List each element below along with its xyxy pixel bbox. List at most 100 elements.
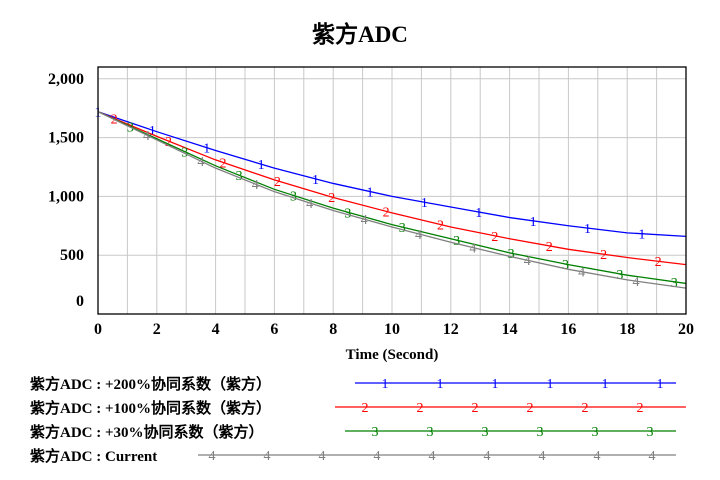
series-1-marker: 1 — [584, 222, 591, 237]
x-tick-label: 20 — [678, 321, 694, 338]
legend-marker-1: 1 — [437, 377, 444, 392]
series-2-marker: 2 — [600, 248, 607, 263]
series-1-marker: 1 — [475, 206, 482, 221]
chart-title: 紫方ADC — [312, 21, 408, 47]
series-4-marker: 4 — [143, 129, 150, 144]
y-tick-label: 2,000 — [48, 71, 84, 88]
series-3-marker: 3 — [399, 221, 406, 236]
series-3-marker: 3 — [562, 258, 569, 273]
series-2-marker: 2 — [491, 230, 498, 245]
series-2-marker: 2 — [219, 156, 226, 171]
series-1-marker: 1 — [149, 124, 156, 139]
legend-marker-4: 4 — [484, 449, 491, 464]
legend: 紫方ADC : +200%协同系数（紫方） 1 1 1 1 1 1 紫方ADC : +100%… — [30, 375, 686, 465]
series-2-marker: 2 — [655, 255, 662, 270]
legend-label-1: 紫方ADC : +200%协同系数（紫方） — [30, 375, 271, 393]
legend-marker-2: 2 — [582, 401, 589, 416]
legend-marker-1: 1 — [382, 377, 389, 392]
legend-marker-4: 4 — [594, 449, 601, 464]
series-2-marker: 2 — [383, 205, 390, 220]
legend-marker-3: 3 — [592, 425, 599, 440]
series-4-marker: 4 — [633, 275, 640, 290]
series-2-marker: 2 — [165, 135, 172, 150]
series-4-marker: 4 — [197, 155, 204, 170]
legend-marker-4: 4 — [539, 449, 546, 464]
legend-marker-3: 3 — [427, 425, 434, 440]
y-tick-label: 1,500 — [48, 130, 84, 147]
y-tick-label: 1,000 — [48, 188, 84, 205]
legend-marker-4: 4 — [209, 449, 216, 464]
series-2-marker: 2 — [546, 240, 553, 255]
y-tick-label: 0 — [76, 293, 84, 310]
series-4-marker: 4 — [469, 242, 476, 257]
legend-marker-1: 1 — [492, 377, 499, 392]
legend-label-4: 紫方ADC : Current — [30, 447, 157, 465]
x-tick-label: 10 — [384, 321, 400, 338]
x-tick-label: 16 — [560, 321, 576, 338]
x-tick-label: 4 — [212, 321, 220, 338]
legend-marker-2: 2 — [472, 401, 479, 416]
series-3-marker: 3 — [508, 247, 515, 262]
legend-marker-2: 2 — [417, 401, 424, 416]
legend-marker-3: 3 — [482, 425, 489, 440]
series-4-marker: 4 — [361, 213, 368, 228]
legend-marker-4: 4 — [264, 449, 271, 464]
legend-marker-2: 2 — [527, 401, 534, 416]
plot-frame — [97, 66, 687, 315]
series-2-marker: 2 — [328, 191, 335, 206]
y-tick-label: 500 — [60, 247, 84, 264]
series-3-marker: 3 — [671, 276, 678, 291]
legend-marker-1: 1 — [547, 377, 554, 392]
series-1-marker: 1 — [530, 215, 537, 230]
x-axis-ticks: 0 2 4 6 8 10 12 14 16 18 20 — [94, 321, 694, 338]
series-1-marker: 1 — [366, 186, 373, 201]
y-axis-ticks: 0 500 1,000 1,500 2,000 — [48, 71, 84, 310]
series-4-marker: 4 — [306, 197, 313, 212]
series-line-1 — [97, 111, 687, 238]
series-1-marker: 1 — [258, 158, 265, 173]
legend-marker-4: 4 — [374, 449, 381, 464]
series-1-marker: 1 — [421, 196, 428, 211]
series-3-marker: 3 — [453, 234, 460, 249]
series-line-4 — [97, 111, 687, 289]
series-2-marker: 2 — [274, 175, 281, 190]
series-3-marker: 3 — [127, 121, 134, 136]
series-4-marker: 4 — [524, 254, 531, 269]
series-3-marker: 3 — [344, 206, 351, 221]
x-tick-label: 12 — [443, 321, 459, 338]
legend-marker-2: 2 — [362, 401, 369, 416]
x-tick-label: 8 — [329, 321, 337, 338]
x-axis-label: Time (Second) — [346, 347, 439, 363]
series-line-2 — [97, 111, 687, 266]
legend-marker-2: 2 — [637, 401, 644, 416]
series-4-marker: 4 — [252, 178, 259, 193]
series-4-marker: 4 — [578, 266, 585, 281]
x-tick-label: 14 — [502, 321, 518, 338]
legend-marker-4: 4 — [649, 449, 656, 464]
series-3-marker: 3 — [236, 169, 243, 184]
series-1-marker: 1 — [312, 173, 319, 188]
legend-marker-3: 3 — [647, 425, 654, 440]
x-tick-label: 2 — [153, 321, 161, 338]
series-2-marker: 2 — [437, 218, 444, 233]
series-4-marker: 4 — [415, 228, 422, 243]
x-tick-label: 18 — [619, 321, 635, 338]
grid — [98, 67, 686, 314]
series-line-3 — [97, 111, 687, 285]
legend-label-3: 紫方ADC : +30%协同系数（紫方） — [30, 423, 264, 441]
series-1-marker: 1 — [638, 228, 645, 243]
legend-marker-3: 3 — [537, 425, 544, 440]
x-tick-label: 0 — [94, 321, 102, 338]
legend-marker-1: 1 — [602, 377, 609, 392]
legend-marker-4: 4 — [429, 449, 436, 464]
series-3-marker: 3 — [616, 268, 623, 283]
legend-marker-1: 1 — [657, 377, 664, 392]
legend-marker-3: 3 — [372, 425, 379, 440]
legend-marker-4: 4 — [319, 449, 326, 464]
series-1-marker: 1 — [203, 142, 210, 157]
x-tick-label: 6 — [270, 321, 278, 338]
legend-label-2: 紫方ADC : +100%协同系数（紫方） — [30, 399, 271, 417]
series-3-marker: 3 — [290, 189, 297, 204]
